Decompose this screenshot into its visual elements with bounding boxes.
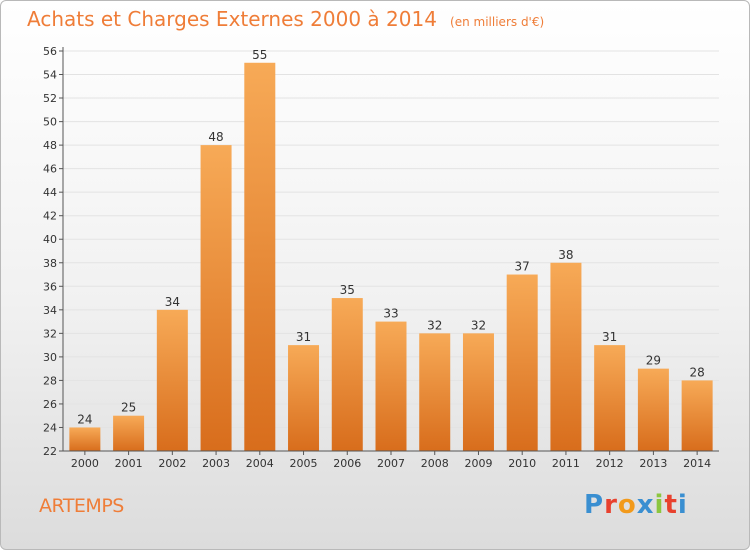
data-label-2000: 24 — [77, 412, 92, 426]
y-tick-label: 32 — [43, 327, 57, 340]
bar-2008[interactable] — [419, 333, 451, 451]
data-label-2003: 48 — [208, 130, 223, 144]
axis-layer: 22 24 26 28 30 32 34 36 38 40 42 44 46 48 50 52 54 56 2000… — [43, 45, 719, 470]
data-label-2010: 37 — [515, 260, 530, 274]
data-label-2013: 29 — [646, 354, 661, 368]
x-tick-label-2001: 2001 — [115, 457, 143, 470]
x-tick-label-2005: 2005 — [290, 457, 318, 470]
y-tick-label: 28 — [43, 374, 57, 387]
data-label-2006: 35 — [340, 283, 355, 297]
brand-letter: i — [677, 490, 688, 520]
x-tick-label-2008: 2008 — [421, 457, 449, 470]
x-tick-label-2014: 2014 — [683, 457, 711, 470]
chart-title: Achats et Charges Externes 2000 à 2014 — [27, 7, 437, 31]
bar-2007[interactable] — [375, 321, 407, 451]
bar-2011[interactable] — [550, 262, 582, 451]
bar-2010[interactable] — [506, 274, 538, 451]
bars-layer: 24 25 34 48 55 31 35 33 32 32 37 38 31 29 28 — [69, 48, 713, 451]
brand-logo[interactable]: Proxiti — [584, 490, 688, 520]
bar-2009[interactable] — [462, 333, 494, 451]
brand-letter: i — [654, 490, 665, 520]
bar-2000[interactable] — [69, 427, 101, 451]
bar-2012[interactable] — [594, 345, 626, 451]
data-label-2011: 38 — [558, 248, 573, 262]
bar-2001[interactable] — [113, 415, 145, 451]
y-tick-label: 22 — [43, 445, 57, 458]
bar-2013[interactable] — [637, 368, 669, 451]
data-label-2012: 31 — [602, 330, 617, 344]
y-tick-label: 56 — [43, 45, 57, 58]
x-tick-label-2000: 2000 — [71, 457, 99, 470]
bar-2004[interactable] — [244, 62, 276, 451]
y-tick-label: 24 — [43, 421, 57, 434]
x-tick-label-2013: 2013 — [639, 457, 667, 470]
x-tick-label-2011: 2011 — [552, 457, 580, 470]
x-tick-label-2010: 2010 — [508, 457, 536, 470]
bar-2006[interactable] — [331, 298, 363, 451]
y-tick-label: 42 — [43, 210, 57, 223]
x-tick-label-2006: 2006 — [333, 457, 361, 470]
data-label-2002: 34 — [165, 295, 180, 309]
x-tick-label-2002: 2002 — [158, 457, 186, 470]
y-tick-label: 44 — [43, 186, 57, 199]
data-label-2009: 32 — [471, 318, 486, 332]
bar-2005[interactable] — [288, 345, 320, 451]
x-tick-label-2003: 2003 — [202, 457, 230, 470]
brand-letter: t — [664, 490, 678, 520]
y-tick-label: 50 — [43, 116, 57, 129]
data-label-2001: 25 — [121, 401, 136, 415]
y-tick-label: 34 — [43, 304, 57, 317]
x-tick-label-2012: 2012 — [596, 457, 624, 470]
x-tick-label-2004: 2004 — [246, 457, 274, 470]
y-tick-label: 26 — [43, 398, 57, 411]
brand-letter: o — [617, 490, 637, 520]
data-label-2007: 33 — [383, 307, 398, 321]
x-tick-label-2007: 2007 — [377, 457, 405, 470]
x-tick-label-2009: 2009 — [464, 457, 492, 470]
y-tick-label: 40 — [43, 233, 57, 246]
y-tick-label: 46 — [43, 163, 57, 176]
y-tick-label: 48 — [43, 139, 57, 152]
y-tick-label: 30 — [43, 351, 57, 364]
location-label: ARTEMPS — [39, 495, 124, 517]
bar-2002[interactable] — [156, 309, 188, 451]
y-tick-label: 36 — [43, 280, 57, 293]
y-tick-label: 54 — [43, 69, 57, 82]
y-tick-label: 38 — [43, 257, 57, 270]
bar-2014[interactable] — [681, 380, 713, 451]
data-label-2004: 55 — [252, 48, 267, 62]
data-label-2005: 31 — [296, 330, 311, 344]
brand-letter: P — [584, 490, 605, 520]
brand-letter: r — [604, 490, 618, 520]
title-row: Achats et Charges Externes 2000 à 2014 (… — [27, 7, 544, 31]
chart-subtitle: (en milliers d'€) — [450, 15, 545, 29]
bar-2003[interactable] — [200, 145, 232, 451]
brand-letter: x — [636, 490, 655, 520]
y-tick-label: 52 — [43, 92, 57, 105]
data-label-2014: 28 — [689, 365, 704, 379]
data-label-2008: 32 — [427, 318, 442, 332]
